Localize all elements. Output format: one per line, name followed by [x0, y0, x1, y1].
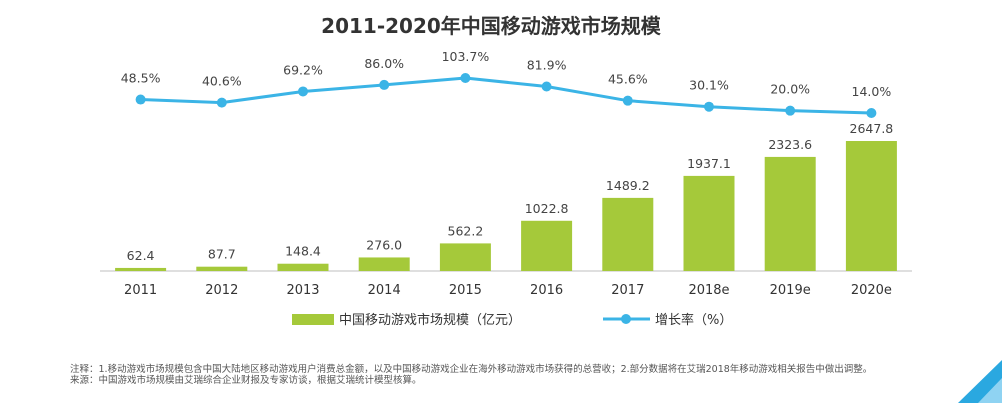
line-point	[460, 73, 471, 83]
chart-title: 2011-2020年中国移动游戏市场规模	[321, 14, 662, 38]
line-data-label: 40.6%	[202, 74, 242, 89]
x-tick-label: 2017	[611, 283, 644, 298]
legend-bar-label: 中国移动游戏市场规模（亿元）	[339, 312, 521, 328]
bar	[764, 156, 816, 271]
line-point	[379, 79, 390, 90]
bar	[439, 243, 491, 271]
line-point	[298, 86, 308, 97]
bar-data-label: 148.4	[285, 244, 321, 259]
line-data-label: 81.9%	[527, 58, 567, 73]
x-tick-label: 2018e	[688, 283, 729, 298]
line-point	[866, 108, 877, 118]
legend: 中国移动游戏市场规模（亿元） 增长率（%）	[292, 312, 732, 328]
bar	[115, 267, 167, 271]
line-point	[541, 81, 552, 92]
source-text: 来源：中国游戏市场规模由艾瑞综合企业财报及专家访谈，根据艾瑞统计模型核算。	[70, 375, 422, 386]
bar	[358, 257, 410, 271]
x-tick-label: 2015	[449, 283, 482, 298]
bar-data-label: 87.7	[208, 247, 236, 262]
bar	[277, 263, 329, 271]
x-tick-label: 2019e	[770, 283, 811, 298]
bar	[196, 266, 248, 271]
bar	[683, 175, 735, 271]
line-data-label: 30.1%	[689, 78, 729, 93]
x-axis-ticks: 2011 2012 2013 2014 2015 2016 2017 2018e 2019e 20…	[124, 283, 892, 298]
line-data-label: 103.7%	[442, 49, 490, 64]
line-series: 48.5% 40.6% 69.2% 86.0% 103.7% 81.9% 45.6% 30.1…	[121, 49, 892, 118]
bar	[521, 220, 573, 271]
bar-data-label: 1489.2	[606, 178, 650, 193]
x-tick-label: 2014	[368, 283, 401, 298]
footnotes: 注释：1.移动游戏市场规模包含中国大陆地区移动游戏用户消费总金额，以及中国移动游…	[70, 364, 950, 386]
x-tick-label: 2012	[205, 283, 238, 298]
line-point	[216, 97, 227, 108]
bar	[602, 197, 654, 271]
legend-bar-swatch	[292, 314, 334, 325]
bar-data-label: 562.2	[448, 223, 484, 238]
bar-data-label: 2323.6	[768, 137, 812, 152]
bar-data-label: 276.0	[366, 237, 402, 252]
x-tick-label: 2016	[530, 283, 563, 298]
corner-decoration-light	[978, 378, 1002, 403]
line-data-label: 86.0%	[364, 56, 404, 71]
line-data-label: 48.5%	[121, 71, 161, 86]
line-point	[704, 101, 714, 112]
bar-data-label: 1937.1	[687, 156, 731, 171]
x-tick-label: 2011	[124, 283, 157, 298]
bar-data-label: 2647.8	[850, 121, 894, 136]
bar-series: 62.4 87.7 148.4 276.0 562.2 1022.8 1489.2 1937.…	[115, 121, 897, 271]
bar-data-label: 62.4	[127, 248, 155, 263]
bar-data-label: 1022.8	[525, 201, 569, 216]
line-data-label: 20.0%	[770, 82, 810, 97]
line-data-label: 14.0%	[852, 84, 892, 99]
line-point	[622, 95, 633, 106]
line-data-label: 45.6%	[608, 72, 648, 87]
x-tick-label: 2020e	[851, 283, 892, 298]
line-point	[785, 105, 796, 116]
bar	[845, 141, 897, 271]
legend-line-label: 增长率（%）	[655, 312, 732, 328]
growth-line	[140, 76, 872, 115]
x-tick-label: 2013	[286, 283, 319, 298]
note-text: 注释：1.移动游戏市场规模包含中国大陆地区移动游戏用户消费总金额，以及中国移动游…	[70, 364, 873, 375]
legend-line-marker	[621, 314, 631, 324]
line-data-label: 69.2%	[283, 62, 323, 77]
line-point	[135, 94, 146, 105]
